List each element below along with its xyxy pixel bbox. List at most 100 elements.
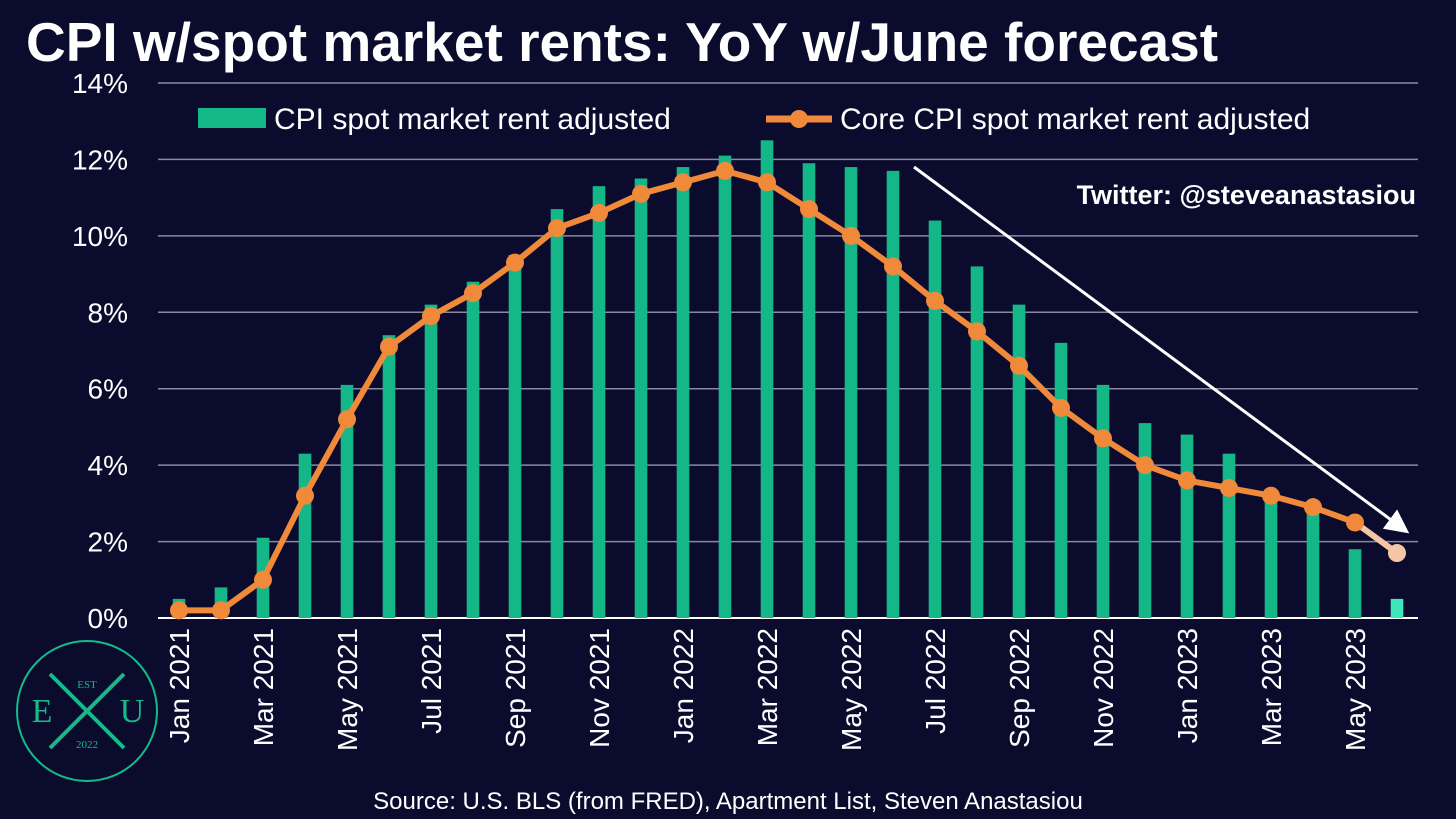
x-tick-label: Jul 2021 [416,628,447,734]
bar [970,266,984,618]
line-point [758,173,776,192]
trend-arrow [913,165,1410,534]
trend-arrow-line [913,165,1410,534]
bar [592,186,606,618]
bar [676,167,690,619]
x-tick-label: Sep 2021 [500,628,531,748]
line-point [380,337,398,356]
line-point [1136,456,1154,475]
bar [1264,495,1278,618]
y-tick-label: 2% [88,527,128,558]
line-point [296,486,314,505]
x-tick-label: Mar 2022 [752,628,783,746]
line-point [1178,471,1196,490]
bar [1012,304,1026,618]
legend-bar-label: CPI spot market rent adjusted [274,103,671,136]
line-point [1304,498,1322,517]
line-point [800,200,818,219]
x-tick-label: Mar 2023 [1256,628,1287,746]
line-point [1388,544,1406,563]
bar [886,170,900,618]
x-tick-label: May 2022 [836,628,867,751]
logo-right-letter: U [120,693,145,730]
bar-series [172,140,1404,619]
line-point [590,203,608,222]
x-tick-label: May 2021 [332,628,363,751]
bar [1348,549,1362,618]
logo-left-letter: E [32,693,53,730]
line-point [254,570,272,589]
line-point [968,322,986,341]
bar [634,178,648,619]
line-point [1346,513,1364,532]
bar [844,167,858,619]
twitter-handle: Twitter: @steveanastasiou [1076,180,1416,210]
line-point [1010,356,1028,375]
x-tick-label: Sep 2022 [1004,628,1035,748]
x-tick-label: Jan 2023 [1172,628,1203,743]
bar [928,220,942,619]
bar [1138,423,1152,618]
source-note: Source: U.S. BLS (from FRED), Apartment … [373,788,1083,815]
bar [1180,434,1194,618]
bar [298,453,312,618]
x-tick-label: Jan 2021 [164,628,195,743]
y-tick-label: 12% [72,144,128,175]
y-tick-label: 4% [88,450,128,481]
bar [382,335,396,618]
y-tick-label: 8% [88,297,128,328]
line-point [1262,486,1280,505]
line-point [716,161,734,180]
bar [1306,507,1320,618]
line-point [884,257,902,276]
y-tick-label: 10% [72,221,128,252]
bar [550,209,564,618]
x-axis-ticks: Jan 2021 Mar 2021 May 2021 Jul 2021 Sep 2021… [164,628,1371,751]
line-point [464,284,482,303]
bar [1096,384,1110,618]
line-point [926,291,944,310]
bar [466,281,480,618]
chart-title: CPI w/spot market rents: YoY w/June fore… [26,11,1219,73]
legend-line-label: Core CPI spot market rent adjusted [840,103,1310,136]
y-tick-label: 14% [72,68,128,99]
line-point [674,173,692,192]
bar [424,304,438,618]
line-point [1220,479,1238,498]
line-point [338,410,356,429]
bar [508,254,522,618]
x-tick-label: Jan 2022 [668,628,699,743]
legend-line-marker [790,110,808,128]
line-point [212,601,230,620]
line-point [506,253,524,272]
line-point [422,307,440,326]
logo-bottom-text: 2022 [76,739,98,751]
x-tick-label: Mar 2021 [248,628,279,746]
line-point [1094,429,1112,448]
line-point [632,184,650,203]
bar [340,384,354,618]
bar [1222,453,1236,618]
line-point [548,219,566,238]
legend: CPI spot market rent adjusted Core CPI s… [198,103,1310,136]
logo-top-text: EST [77,679,97,691]
logo-circle [16,640,158,782]
bar [718,155,732,618]
x-tick-label: Jul 2022 [920,628,951,734]
y-tick-label: 0% [88,603,128,634]
logo: EST E U 2022 [16,640,158,782]
y-axis-ticks: 0% 2% 4% 6% 8% 10% 12% 14% [72,68,128,634]
logo-cross-2 [48,672,126,750]
line-point [170,601,188,620]
x-tick-label: Nov 2021 [584,628,615,748]
bar [802,163,816,618]
line-point [842,226,860,245]
line-point [1052,398,1070,417]
x-tick-label: May 2023 [1340,628,1371,751]
legend-bar-swatch [198,108,266,128]
x-tick-label: Nov 2022 [1088,628,1119,748]
bar [1390,598,1404,618]
bar [1054,342,1068,618]
y-tick-label: 6% [88,374,128,405]
